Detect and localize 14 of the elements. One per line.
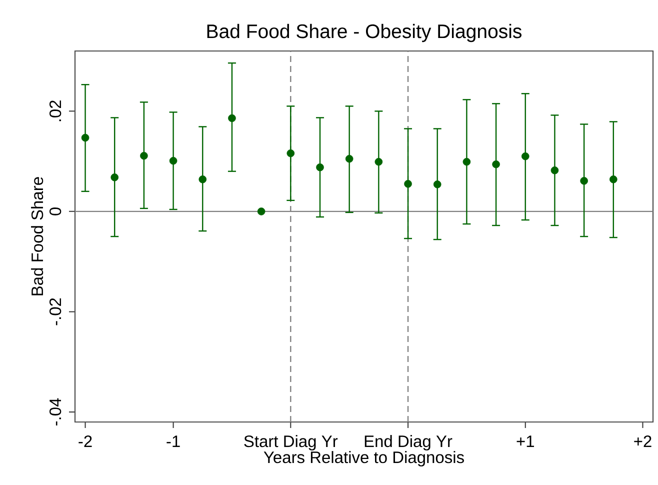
x-tick-label: -2 <box>78 435 92 447</box>
x-tick-label: +1 <box>516 436 534 447</box>
x-tick-label: Start Diag Yr <box>244 435 338 450</box>
y-axis-title: Bad Food Share <box>31 177 44 296</box>
y-tick-label: 0 <box>49 207 62 216</box>
x-axis-title: Years Relative to Diagnosis <box>264 451 464 466</box>
x-tick-label: +2 <box>634 435 652 447</box>
y-tick-label: -.02 <box>49 298 62 326</box>
x-tick-label: -1 <box>166 436 180 447</box>
x-tick-label: End Diag Yr <box>364 435 452 450</box>
chart-title: Bad Food Share - Obesity Diagnosis <box>207 24 522 42</box>
y-tick-label: .02 <box>49 100 62 122</box>
point <box>257 208 266 216</box>
y-tick-label: -.04 <box>49 398 62 426</box>
